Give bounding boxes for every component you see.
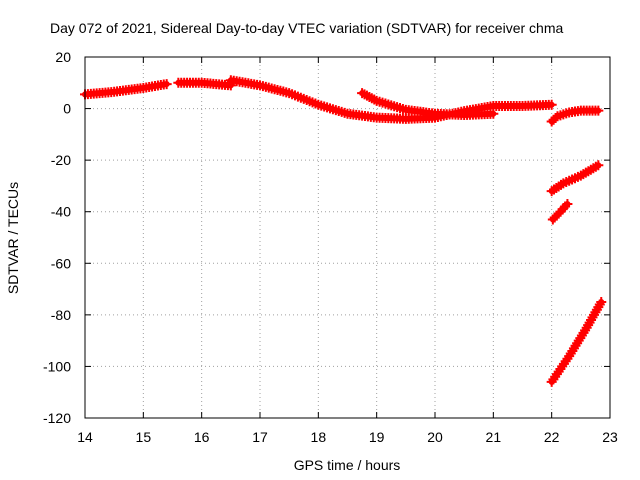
series-arc-8 <box>546 296 607 387</box>
series-markers <box>546 160 604 197</box>
x-tick-label: 22 <box>544 429 560 445</box>
series-arc-4 <box>357 88 499 121</box>
x-axis-label: GPS time / hours <box>294 457 401 473</box>
chart-title: Day 072 of 2021, Sidereal Day-to-day VTE… <box>50 20 563 36</box>
y-tick-label: 20 <box>55 49 71 65</box>
series-markers <box>546 296 607 387</box>
x-tick-label: 18 <box>311 429 327 445</box>
x-tick-label: 21 <box>486 429 502 445</box>
x-tick-label: 19 <box>369 429 385 445</box>
y-tick-label: -20 <box>51 152 71 168</box>
series-markers <box>173 77 236 91</box>
series-markers <box>357 88 499 121</box>
y-tick-label: -120 <box>43 410 71 426</box>
series-arc-2 <box>173 77 236 91</box>
x-tick-label: 14 <box>77 429 93 445</box>
y-tick-label: -40 <box>51 204 71 220</box>
y-tick-label: -60 <box>51 255 71 271</box>
y-tick-label: -80 <box>51 307 71 323</box>
y-tick-label: -100 <box>43 358 71 374</box>
series-markers <box>546 105 604 127</box>
plot-frame <box>84 56 611 419</box>
series-arc-3 <box>225 75 557 124</box>
series-markers <box>547 198 573 225</box>
x-tick-label: 17 <box>252 429 268 445</box>
x-tick-label: 20 <box>427 429 443 445</box>
x-tick-label: 16 <box>194 429 210 445</box>
series-layer <box>80 75 607 387</box>
series-arc-6 <box>546 160 604 197</box>
series-arc-7 <box>547 198 573 225</box>
series-arc-5 <box>546 105 604 127</box>
axis-ticks: 14 15 16 17 18 19 20 21 22 23 20 0 -20 -40 -60 -80 -100 -… <box>43 49 618 445</box>
x-tick-label: 15 <box>136 429 152 445</box>
y-tick-label: 0 <box>63 101 71 117</box>
x-tick-label: 23 <box>602 429 618 445</box>
y-axis-label: SDTVAR / TECUs <box>5 182 21 294</box>
